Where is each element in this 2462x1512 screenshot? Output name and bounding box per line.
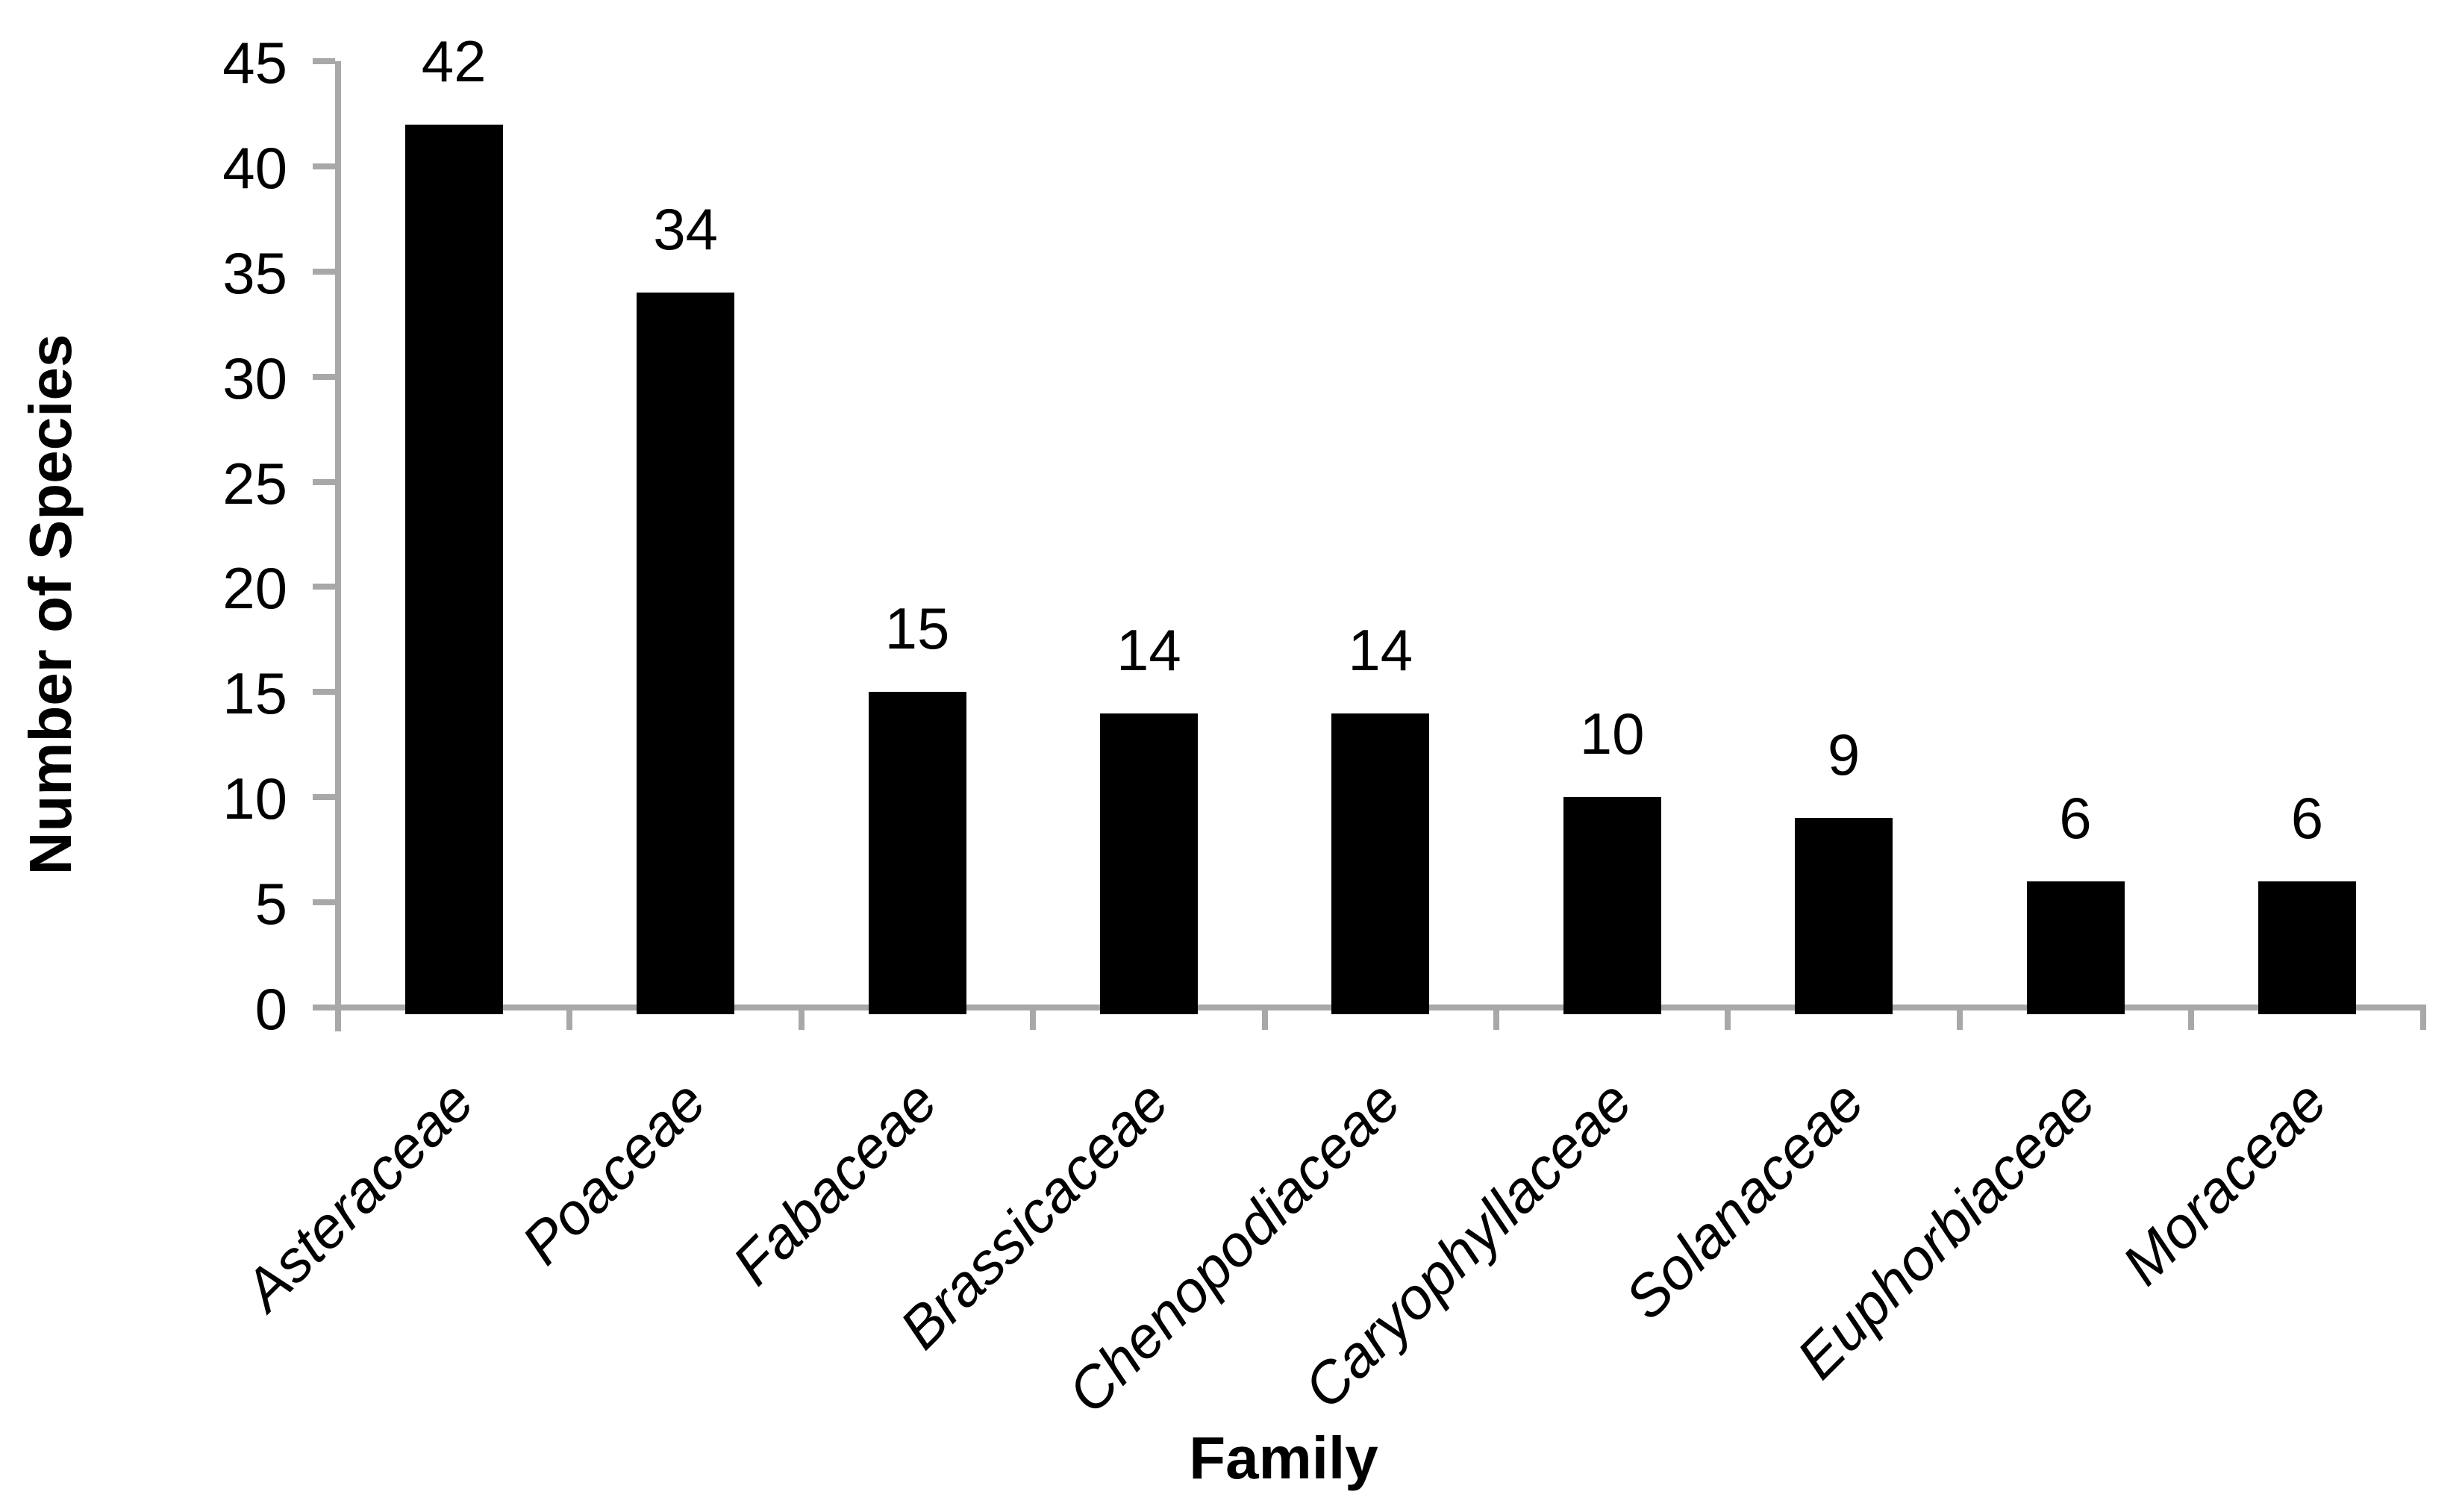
y-axis-tick (313, 584, 335, 590)
bar-chenopodiaceae (1331, 713, 1430, 1014)
y-axis-tick (313, 899, 335, 906)
bar-value-label: 10 (1579, 701, 1645, 767)
y-tick-label: 20 (222, 555, 287, 622)
x-category-label: Asteraceae (231, 1067, 487, 1323)
bar-brassicaceae (1099, 713, 1198, 1014)
bar-value-label: 6 (2059, 784, 2092, 851)
y-tick-label: 10 (222, 766, 287, 832)
bar-value-label: 34 (653, 196, 718, 262)
y-tick-label: 15 (222, 660, 287, 727)
x-category-label: Fabaceae (719, 1067, 950, 1298)
x-axis-title: Family (1189, 1425, 1378, 1491)
x-axis-tick (2419, 1010, 2426, 1030)
y-tick-label: 40 (222, 134, 287, 201)
y-tick-label: 0 (254, 976, 287, 1042)
y-axis-tick (313, 163, 335, 169)
y-axis-line (335, 61, 341, 1031)
y-axis-tick (313, 58, 335, 64)
x-category-label: Poaceae (508, 1067, 718, 1277)
y-axis-tick (313, 794, 335, 801)
y-tick-label: 25 (222, 450, 287, 516)
y-axis-tick (313, 268, 335, 275)
x-axis-tick (1493, 1010, 1499, 1030)
bar-value-label: 14 (1116, 616, 1181, 683)
x-axis-tick (1261, 1010, 1268, 1030)
bar-moraceae (2258, 881, 2356, 1014)
bar-value-label: 9 (1827, 722, 1860, 788)
x-category-label: Euphorbiaceae (1784, 1067, 2108, 1392)
x-axis-tick (1030, 1010, 1037, 1030)
x-axis-tick (2188, 1010, 2195, 1030)
x-category-label: Moraceae (2110, 1067, 2340, 1298)
y-tick-label: 30 (222, 345, 287, 411)
y-axis-title: Number of Species (17, 334, 84, 875)
y-axis-tick (313, 1005, 335, 1010)
y-axis-tick (313, 478, 335, 485)
y-axis-tick (313, 373, 335, 380)
y-axis-tick (313, 689, 335, 696)
bar-fabaceae (868, 692, 966, 1014)
bar-caryophyllaceae (1563, 797, 1661, 1014)
x-axis-tick (566, 1010, 573, 1030)
y-tick-label: 45 (222, 30, 287, 96)
bar-value-label: 14 (1348, 616, 1413, 683)
y-tick-label: 5 (254, 871, 287, 937)
bar-euphorbiaceae (2026, 881, 2125, 1014)
bar-solanaceae (1795, 818, 1893, 1014)
x-axis-tick (1725, 1010, 1731, 1030)
y-tick-label: 35 (222, 240, 287, 306)
bar-value-label: 6 (2290, 784, 2324, 851)
bar-value-label: 15 (884, 596, 950, 662)
bar-value-label: 42 (421, 28, 487, 94)
x-axis-tick (1956, 1010, 1963, 1030)
x-axis-tick (798, 1010, 804, 1030)
bar-asteraceae (404, 124, 503, 1014)
bar-poaceae (637, 292, 735, 1014)
